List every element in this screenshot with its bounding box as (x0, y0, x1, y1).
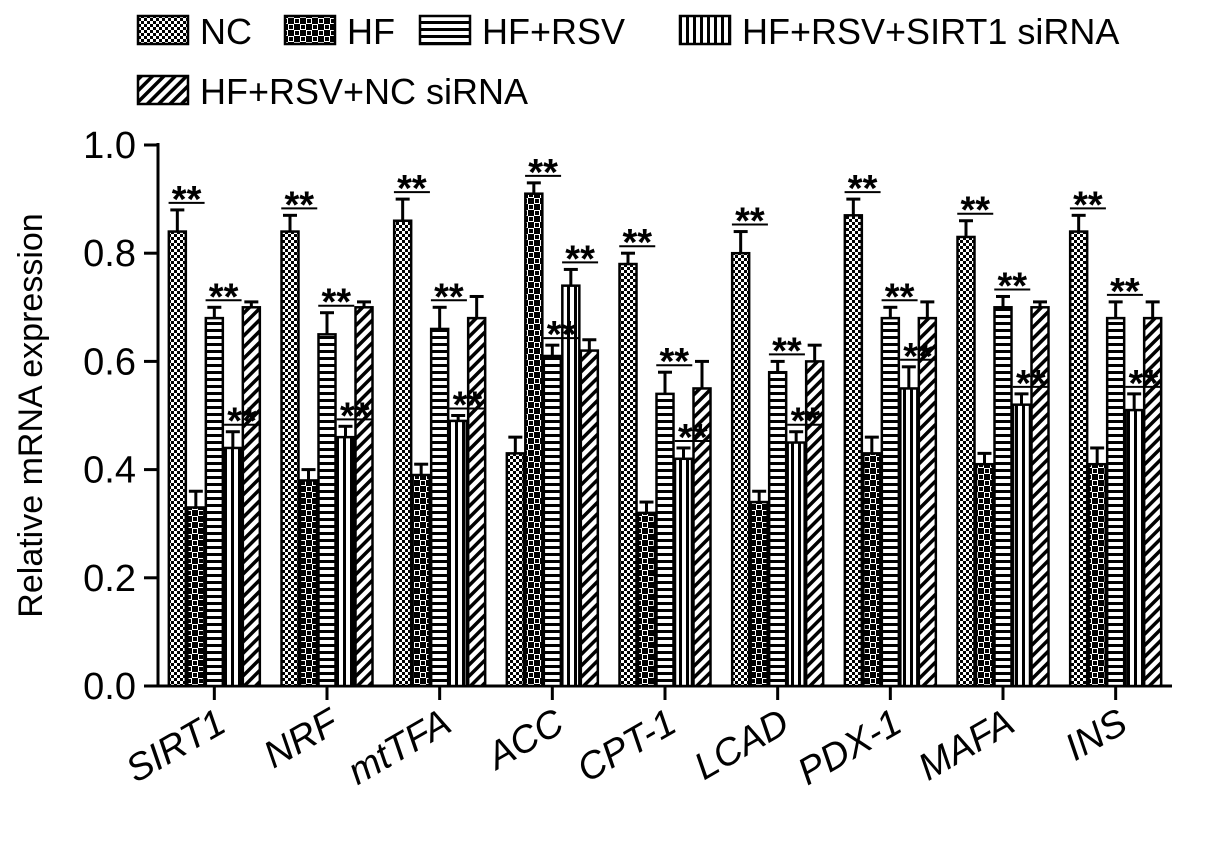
bar (167, 230, 188, 688)
x-tick-label: MAFA (912, 701, 1022, 789)
significance-label: ** (284, 184, 314, 226)
significance-label: ** (547, 314, 577, 356)
legend-label: HF+RSV (482, 11, 625, 52)
bar (411, 473, 431, 688)
bar (636, 511, 657, 688)
bar (392, 219, 413, 688)
significance-label: ** (772, 330, 802, 372)
bar (956, 235, 976, 688)
bar (1087, 462, 1107, 688)
bar (749, 500, 769, 688)
x-tick-label: mtTFA (341, 701, 458, 793)
y-tick-label: 0.4 (83, 450, 136, 492)
significance-label: ** (735, 201, 765, 243)
bar (579, 349, 600, 688)
significance-label: ** (1110, 271, 1140, 313)
bar (223, 446, 243, 688)
bar (354, 306, 374, 688)
significance-label: ** (885, 276, 915, 318)
y-tick-label: 1.0 (83, 125, 136, 167)
bar (298, 479, 319, 688)
bar (1068, 230, 1089, 688)
legend-label: HF (347, 11, 395, 52)
significance-label: ** (791, 401, 821, 443)
x-tick-label: PDX-1 (791, 701, 909, 793)
x-tick-label: NRF (257, 701, 347, 777)
significance-label: ** (565, 238, 595, 280)
x-tick-label: ACC (479, 701, 572, 779)
bar (993, 306, 1013, 688)
y-axis-label: Relative mRNA expression (12, 213, 50, 617)
bar (524, 192, 544, 688)
significance-label: ** (397, 168, 427, 210)
bar (767, 370, 788, 688)
significance-label: ** (659, 341, 689, 383)
significance-label: ** (1016, 363, 1046, 405)
significance-label: ** (997, 265, 1027, 307)
bar (843, 214, 864, 688)
significance-label: ** (622, 222, 652, 264)
y-tick-label: 0.6 (83, 341, 136, 383)
legend-swatch (136, 14, 190, 46)
significance-label: ** (903, 336, 933, 378)
bar (466, 316, 487, 688)
bar (1124, 408, 1144, 688)
bar (862, 452, 882, 688)
legend-swatch (283, 14, 337, 46)
significance-label: ** (434, 276, 464, 318)
significance-label: ** (678, 417, 708, 459)
bars (167, 181, 1163, 688)
significance-annotations: ** ** ** ** ** ** ** ** ** ** ** ** ** ** ** ** ** ** ** **… (168, 152, 1162, 459)
y-tick-label: 0.0 (83, 666, 136, 708)
bar (280, 230, 300, 688)
bar (880, 316, 901, 688)
bar (186, 506, 206, 688)
bar (204, 316, 225, 688)
bar (1011, 403, 1032, 688)
x-tick-label: INS (1058, 701, 1134, 769)
bar (618, 262, 638, 688)
legend-label: HF+RSV+NC siRNA (200, 71, 528, 112)
y-tick-label: 0.2 (83, 558, 136, 600)
significance-label: ** (1073, 184, 1103, 226)
bar (429, 327, 450, 688)
bar (542, 354, 563, 688)
bar (317, 333, 337, 688)
significance-label: ** (209, 276, 239, 318)
bar (974, 462, 995, 688)
bar (899, 387, 919, 688)
x-tick-label: LCAD (687, 701, 796, 788)
bar (505, 452, 526, 688)
legend-label: NC (200, 11, 252, 52)
y-tick-label: 0.8 (83, 233, 136, 275)
significance-label: ** (848, 168, 878, 210)
bar (786, 441, 806, 688)
legend: NC HF HF+RSV HF+RSV+SIRT1 siRNA HF+RSV+NC si… (136, 11, 1119, 112)
legend-swatch (418, 14, 472, 46)
bar (730, 251, 751, 688)
bar (448, 419, 468, 688)
bar (655, 392, 675, 688)
legend-swatch (678, 14, 732, 46)
significance-label: ** (340, 395, 370, 437)
bar (673, 457, 694, 688)
legend-swatch (136, 74, 190, 106)
bar (241, 306, 262, 688)
bar (1105, 316, 1126, 688)
bar (335, 435, 356, 688)
legend-label: HF+RSV+SIRT1 siRNA (742, 11, 1119, 52)
significance-label: ** (227, 401, 257, 443)
x-tick-label: SIRT1 (119, 701, 233, 791)
significance-label: ** (528, 152, 558, 194)
significance-label: ** (453, 385, 483, 427)
significance-label: ** (960, 190, 990, 232)
significance-label: ** (1129, 363, 1159, 405)
significance-label: ** (321, 282, 351, 324)
x-tick-label: CPT-1 (570, 701, 683, 791)
significance-label: ** (172, 179, 202, 221)
